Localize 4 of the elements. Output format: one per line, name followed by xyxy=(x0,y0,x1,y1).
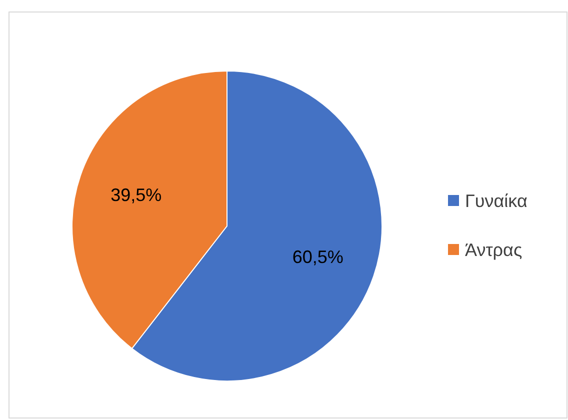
data-label: 60,5% xyxy=(292,247,344,268)
legend-label: Γυναίκα xyxy=(465,191,528,211)
data-label: 39,5% xyxy=(110,184,162,205)
legend-label: Άντρας xyxy=(465,240,522,260)
